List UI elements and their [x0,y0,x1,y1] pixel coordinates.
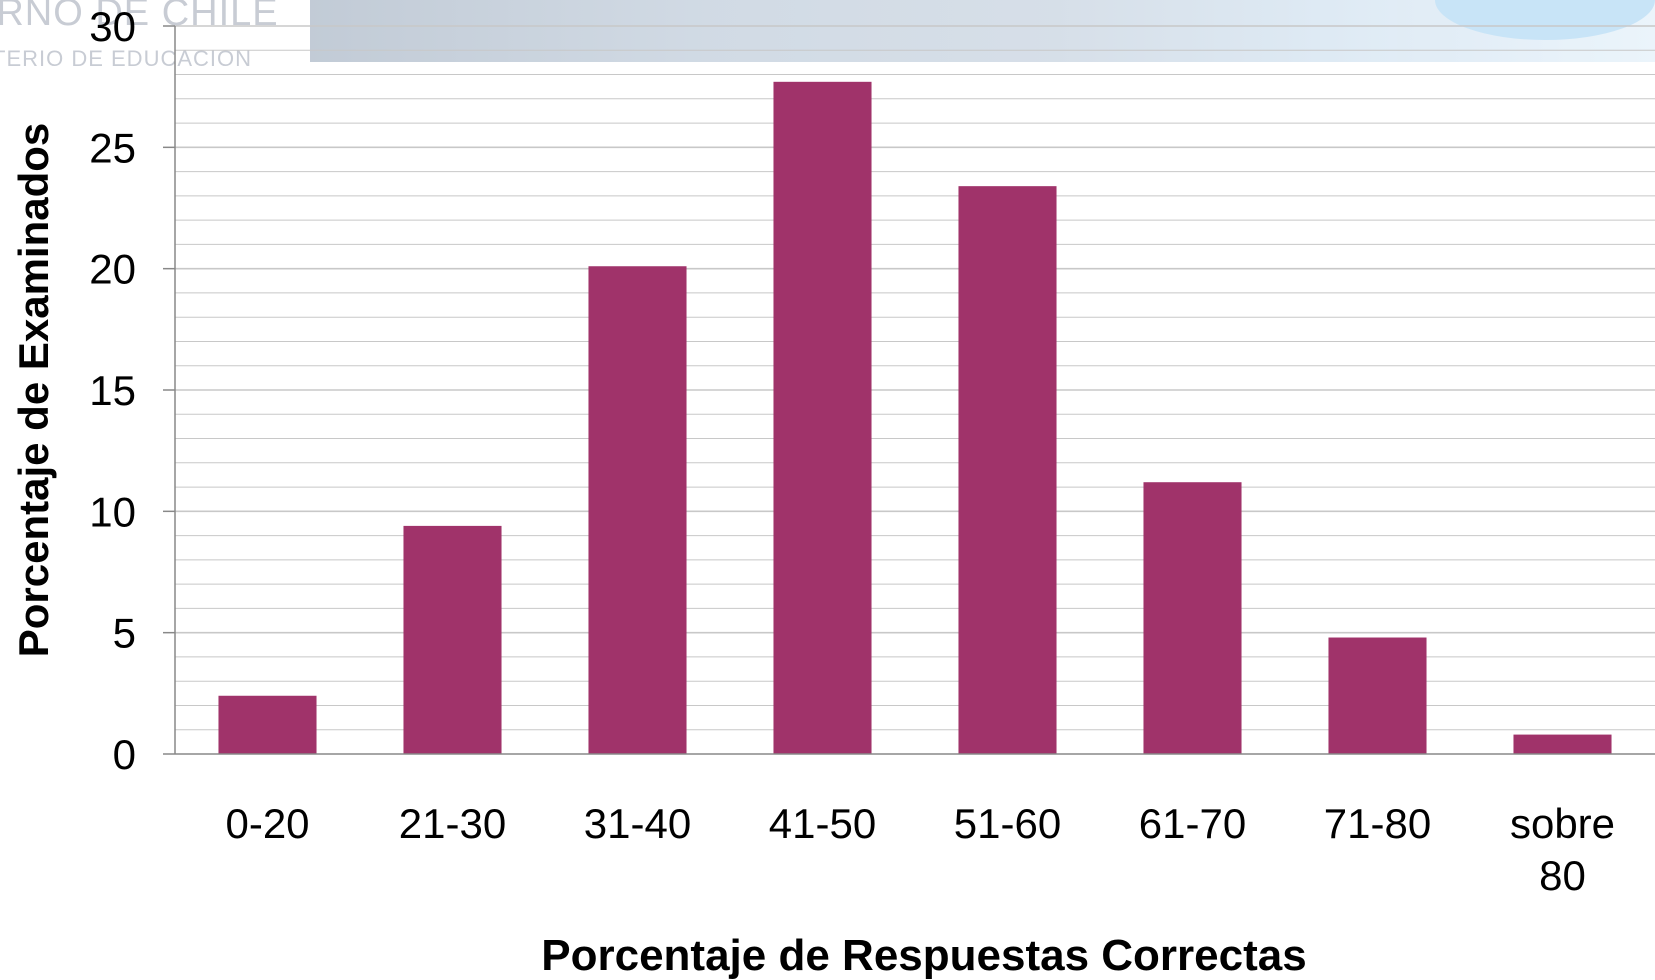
watermark-line-1: ERNO DE CHILE [0,0,279,34]
y-axis-label: Porcentaje de Examinados [10,123,57,658]
axes [163,25,1655,755]
bar-sobre-80 [1513,734,1612,754]
x-tick-label: 41-50 [769,800,876,847]
y-tick-label: 0 [113,731,136,778]
x-tick-label: sobre 80 [1510,800,1615,899]
y-tick-label: 15 [89,367,136,414]
y-tick-labels: 0 5 10 15 20 25 30 [89,3,136,778]
x-tick-label: 31-40 [584,800,691,847]
bar-51-60 [958,186,1057,754]
x-tick-label: 21-30 [399,800,506,847]
y-tick-label: 25 [89,124,136,171]
bar-31-40 [588,266,687,754]
bar-0-20 [218,695,317,754]
bar-61-70 [1143,482,1242,754]
header-banner-image [310,0,1655,62]
y-tick-label: 30 [89,3,136,50]
x-axis-label: Porcentaje de Respuestas Correctas [541,931,1306,980]
bar-41-50 [773,81,872,754]
y-tick-label: 20 [89,246,136,293]
y-tick-label: 5 [113,610,136,657]
x-tick-label: 0-20 [225,800,309,847]
x-tick-label: 71-80 [1324,800,1431,847]
bar-21-30 [403,525,502,754]
x-tick-labels: 0-20 21-30 31-40 41-50 51-60 61-70 71-80 sobre 8… [225,800,1615,899]
bar-71-80 [1328,637,1427,754]
x-tick-label: 51-60 [954,800,1061,847]
x-tick-label: 61-70 [1139,800,1246,847]
gridlines [175,25,1655,731]
bars [218,81,1612,754]
y-tick-label: 10 [89,488,136,535]
